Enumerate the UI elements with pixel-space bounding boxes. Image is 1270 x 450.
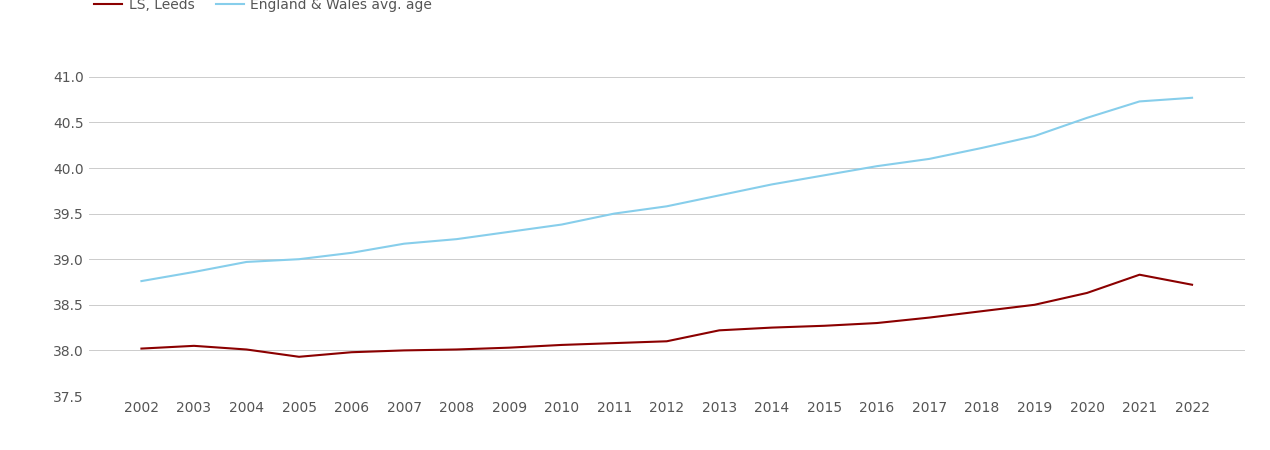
LS, Leeds: [554, 342, 569, 348]
England & Wales avg. age: [133, 279, 149, 284]
LS, Leeds: [817, 323, 832, 328]
LS, Leeds: [1080, 290, 1095, 296]
England & Wales avg. age: [554, 222, 569, 227]
LS, Leeds: [1132, 272, 1147, 277]
England & Wales avg. age: [502, 229, 517, 234]
LS, Leeds: [1185, 282, 1200, 288]
LS, Leeds: [344, 350, 359, 355]
Legend: LS, Leeds, England & Wales avg. age: LS, Leeds, England & Wales avg. age: [89, 0, 438, 18]
England & Wales avg. age: [1080, 115, 1095, 121]
LS, Leeds: [133, 346, 149, 351]
LS, Leeds: [502, 345, 517, 351]
LS, Leeds: [239, 347, 254, 352]
Line: England & Wales avg. age: England & Wales avg. age: [141, 98, 1193, 281]
LS, Leeds: [765, 325, 780, 330]
England & Wales avg. age: [817, 173, 832, 178]
LS, Leeds: [922, 315, 937, 320]
England & Wales avg. age: [1185, 95, 1200, 100]
England & Wales avg. age: [607, 211, 622, 216]
England & Wales avg. age: [869, 163, 884, 169]
LS, Leeds: [187, 343, 202, 349]
England & Wales avg. age: [659, 203, 674, 209]
England & Wales avg. age: [187, 269, 202, 274]
England & Wales avg. age: [1027, 133, 1043, 139]
England & Wales avg. age: [1132, 99, 1147, 104]
LS, Leeds: [450, 347, 465, 352]
England & Wales avg. age: [974, 145, 989, 151]
Line: LS, Leeds: LS, Leeds: [141, 274, 1193, 357]
LS, Leeds: [607, 340, 622, 346]
LS, Leeds: [711, 328, 726, 333]
England & Wales avg. age: [765, 182, 780, 187]
LS, Leeds: [1027, 302, 1043, 307]
LS, Leeds: [659, 338, 674, 344]
England & Wales avg. age: [396, 241, 411, 247]
England & Wales avg. age: [450, 236, 465, 242]
England & Wales avg. age: [239, 259, 254, 265]
England & Wales avg. age: [711, 193, 726, 198]
England & Wales avg. age: [922, 156, 937, 162]
LS, Leeds: [396, 348, 411, 353]
England & Wales avg. age: [291, 256, 306, 262]
England & Wales avg. age: [344, 250, 359, 256]
LS, Leeds: [291, 354, 306, 360]
LS, Leeds: [869, 320, 884, 326]
LS, Leeds: [974, 309, 989, 314]
